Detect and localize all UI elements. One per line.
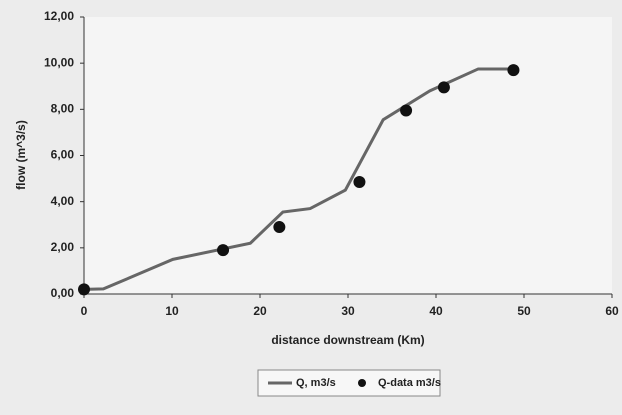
x-tick-label: 40	[429, 304, 443, 318]
data-point	[78, 283, 90, 296]
x-axis-title: distance downstream (Km)	[271, 333, 424, 347]
x-tick-label: 60	[605, 304, 619, 318]
data-point	[217, 244, 230, 257]
x-tick-label: 10	[165, 304, 179, 318]
y-tick-label: 0,00	[51, 286, 75, 300]
y-tick-label: 12,00	[44, 9, 74, 23]
y-tick-label: 4,00	[51, 194, 75, 208]
y-axis-title: flow (m^3/s)	[14, 120, 28, 190]
x-tick-label: 50	[517, 304, 531, 318]
y-tick-label: 6,00	[51, 148, 75, 162]
x-tick-label: 0	[81, 304, 88, 318]
data-point	[273, 221, 286, 234]
y-tick-label: 10,00	[44, 55, 74, 69]
legend-label: Q, m3/s	[296, 377, 336, 389]
x-tick-label: 30	[341, 304, 355, 318]
data-point	[437, 81, 450, 94]
data-point	[353, 176, 366, 189]
legend-swatch	[358, 379, 366, 387]
x-tick-label: 20	[253, 304, 267, 318]
y-tick-label: 8,00	[51, 102, 75, 116]
y-tick-label: 2,00	[51, 240, 75, 254]
data-point	[507, 64, 520, 77]
legend-label: Q-data m3/s	[378, 377, 441, 389]
plot-area	[84, 17, 612, 294]
data-point	[400, 104, 413, 117]
